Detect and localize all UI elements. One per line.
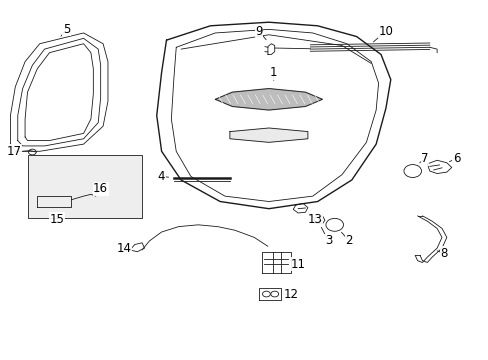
Text: 2: 2: [345, 234, 352, 247]
Text: 10: 10: [378, 25, 392, 38]
Text: 1: 1: [269, 66, 277, 79]
Text: 11: 11: [290, 258, 305, 271]
Text: 14: 14: [116, 242, 131, 255]
Text: 8: 8: [440, 247, 447, 260]
Text: 12: 12: [283, 288, 298, 301]
Text: 17: 17: [7, 145, 22, 158]
Text: 15: 15: [49, 213, 64, 226]
Text: 7: 7: [420, 152, 428, 165]
Text: 13: 13: [307, 213, 322, 226]
Text: 16: 16: [93, 183, 108, 195]
Text: 5: 5: [62, 23, 70, 36]
Bar: [27, 155, 142, 218]
Polygon shape: [229, 128, 307, 142]
Text: 4: 4: [158, 170, 165, 183]
Polygon shape: [215, 89, 322, 110]
Text: 9: 9: [255, 25, 263, 38]
Text: 6: 6: [452, 152, 459, 165]
Text: 3: 3: [324, 234, 331, 247]
